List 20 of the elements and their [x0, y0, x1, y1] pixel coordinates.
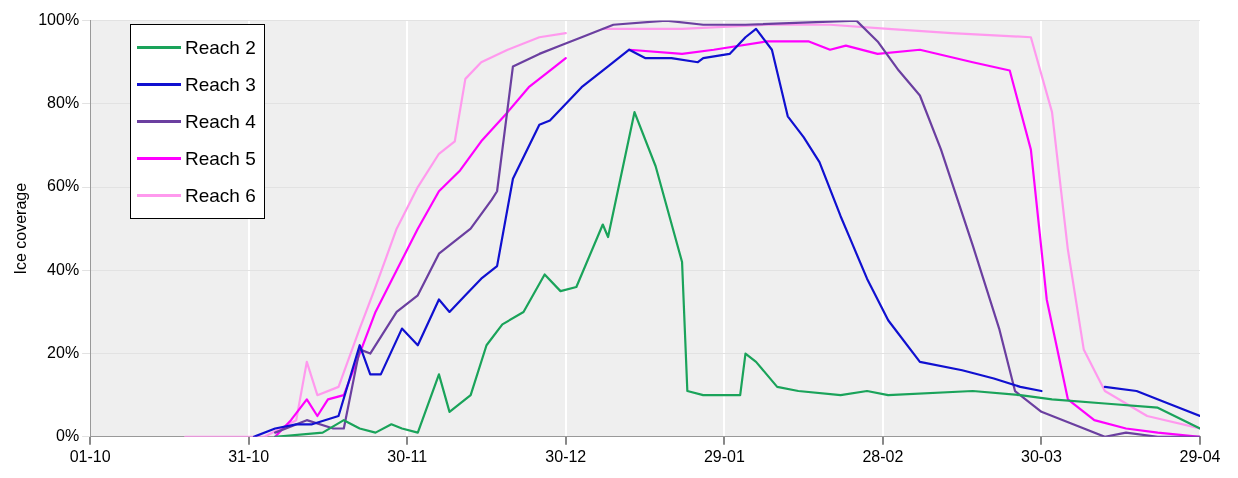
x-tick-label: 29-01 — [703, 447, 745, 465]
y-tick-label: 20% — [47, 343, 80, 361]
legend-label: Reach 2 — [185, 36, 256, 59]
y-tick-label: 60% — [47, 177, 80, 195]
y-tick-label: 40% — [47, 260, 80, 278]
y-tick-label: 0% — [56, 427, 80, 445]
x-tick-label: 01-10 — [69, 447, 111, 465]
x-tick-label: 29-04 — [1179, 447, 1221, 465]
x-tick-label: 30-12 — [545, 447, 587, 465]
x-tick-label: 30-11 — [387, 447, 428, 465]
legend-label: Reach 6 — [185, 184, 256, 207]
x-tick-label: 31-10 — [228, 447, 270, 465]
legend-label: Reach 3 — [185, 73, 256, 96]
x-tick-label: 28-02 — [862, 447, 904, 465]
y-tick-label: 80% — [47, 94, 80, 112]
y-tick-label: 100% — [38, 11, 80, 29]
y-axis-title: Ice coverage — [12, 182, 30, 275]
x-tick-label: 30-03 — [1020, 447, 1063, 465]
legend-label: Reach 5 — [185, 147, 256, 170]
legend-label: Reach 4 — [185, 110, 256, 133]
